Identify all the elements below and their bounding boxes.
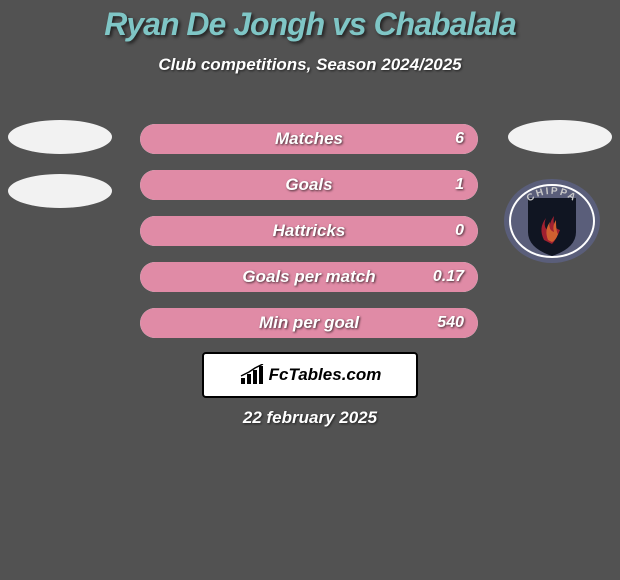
brand-text: FcTables.com [269, 365, 382, 385]
stat-value: 0.17 [433, 268, 464, 286]
stat-value: 6 [455, 130, 464, 148]
stat-bar: Min per goal 540 [140, 308, 478, 338]
stat-label: Min per goal [140, 313, 478, 333]
avatar-placeholder [8, 120, 112, 154]
stat-bar: Goals per match 0.17 [140, 262, 478, 292]
stat-bar: Matches 6 [140, 124, 478, 154]
avatar-placeholder [8, 174, 112, 208]
stat-label: Matches [140, 129, 478, 149]
page-title: Ryan De Jongh vs Chabalala [0, 0, 620, 43]
stat-label: Goals per match [140, 267, 478, 287]
crest-icon: CHIPPA [502, 178, 602, 264]
stat-value: 0 [455, 222, 464, 240]
subtitle: Club competitions, Season 2024/2025 [0, 55, 620, 75]
stat-bar: Goals 1 [140, 170, 478, 200]
right-avatar-group [508, 120, 612, 154]
stat-label: Hattricks [140, 221, 478, 241]
avatar-placeholder [508, 120, 612, 154]
footer-brand-box: FcTables.com [202, 352, 418, 398]
stat-label: Goals [140, 175, 478, 195]
stats-bars: Matches 6 Goals 1 Hattricks 0 Goals per … [140, 124, 478, 354]
stat-value: 540 [437, 314, 464, 332]
stat-bar: Hattricks 0 [140, 216, 478, 246]
stat-value: 1 [455, 176, 464, 194]
left-avatar-group [8, 120, 112, 228]
bar-chart-icon [239, 364, 265, 386]
date-line: 22 february 2025 [0, 408, 620, 428]
club-crest: CHIPPA [502, 178, 602, 264]
